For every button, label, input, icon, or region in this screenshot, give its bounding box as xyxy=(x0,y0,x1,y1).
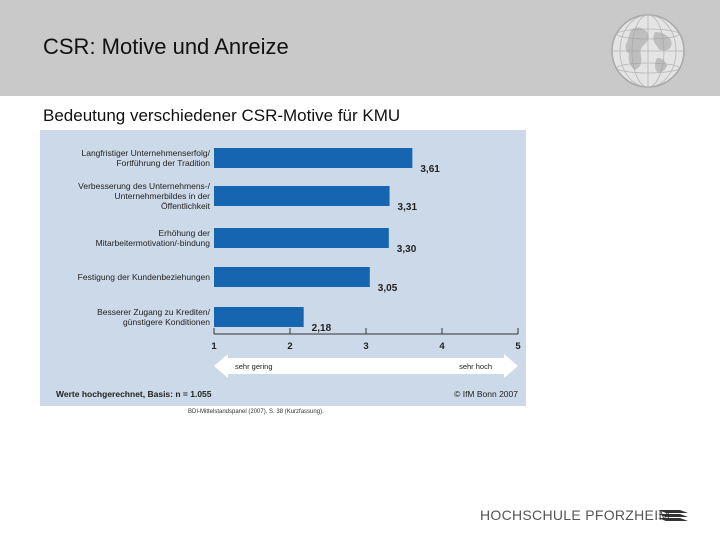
bar-value-label: 3,05 xyxy=(378,283,398,294)
category-label: günstigere Konditionen xyxy=(123,317,210,327)
category-label: Verbesserung des Unternehmens-/ xyxy=(78,181,210,191)
x-tick-label: 4 xyxy=(439,341,445,352)
slide-title: CSR: Motive und Anreize xyxy=(43,34,289,59)
bar xyxy=(214,228,389,248)
category-label: Besserer Zugang zu Krediten/ xyxy=(97,307,211,317)
university-logo: HOCHSCHULE PFORZHEIM xyxy=(480,504,690,526)
bar-value-label: 3,31 xyxy=(398,202,418,213)
category-label: Unternehmerbildes in der xyxy=(115,191,211,201)
bar-value-label: 3,61 xyxy=(420,164,440,175)
category-label: Erhöhung der xyxy=(158,228,210,238)
category-label: Fortführung der Tradition xyxy=(116,158,210,168)
scale-arrow xyxy=(214,354,518,378)
x-tick-label: 5 xyxy=(515,341,521,352)
category-label: Öffentlichkeit xyxy=(161,201,211,211)
chart-heading: Bedeutung verschiedener CSR-Motive für K… xyxy=(43,106,401,125)
x-tick-label: 2 xyxy=(287,341,292,352)
x-tick-label: 3 xyxy=(363,341,368,352)
chart-footnote: Werte hochgerechnet, Basis: n = 1.055 xyxy=(56,389,212,399)
bar-value-label: 3,30 xyxy=(397,244,417,255)
bar xyxy=(214,148,413,168)
logo-mark-icon xyxy=(658,510,688,521)
globe-icon xyxy=(611,14,685,88)
source-citation: BDI-Mittelstandspanel (2007), S. 38 (Kur… xyxy=(188,409,324,415)
logo-text: HOCHSCHULE PFORZHEIM xyxy=(480,507,671,523)
scale-low-label: sehr gering xyxy=(235,362,273,371)
bar-value-label: 2,18 xyxy=(312,323,332,334)
bar xyxy=(214,307,304,327)
category-label: Festigung der Kundenbeziehungen xyxy=(78,272,211,282)
x-tick-label: 1 xyxy=(211,341,217,352)
category-label: Langfristiger Unternehmenserfolg/ xyxy=(81,148,210,158)
scale-high-label: sehr hoch xyxy=(459,362,492,371)
bar xyxy=(214,267,370,287)
chart-copyright: © IfM Bonn 2007 xyxy=(454,389,518,399)
bar-chart: 3,61 Langfristiger Unternehmenserfolg/For… xyxy=(40,130,526,406)
title-bar: CSR: Motive und Anreize xyxy=(0,0,720,96)
bar xyxy=(214,186,390,206)
category-label: Mitarbeitermotivation/-bindung xyxy=(96,238,211,248)
